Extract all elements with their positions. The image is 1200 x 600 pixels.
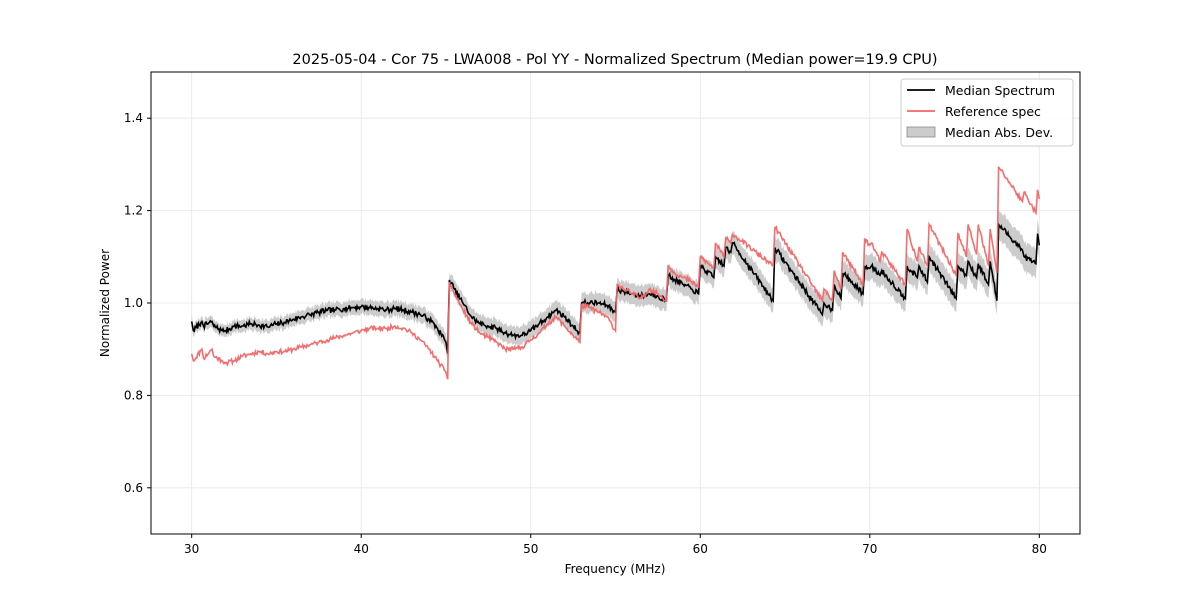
x-axis-label: Frequency (MHz) — [565, 562, 666, 576]
series-band-median-abs-dev — [191, 210, 1040, 363]
y-tick-label: 1.2 — [124, 204, 143, 218]
x-tick-label: 80 — [1032, 542, 1047, 556]
y-tick-label: 1.0 — [124, 296, 143, 310]
y-tick-label: 1.4 — [124, 111, 143, 125]
series-line-median-spectrum — [190, 221, 1041, 354]
x-tick-label: 70 — [862, 542, 877, 556]
legend-box — [900, 78, 1074, 147]
y-tick-label: 0.6 — [124, 481, 143, 495]
x-tick-label: 60 — [693, 542, 708, 556]
y-axis-label: Normalized Power — [98, 249, 112, 357]
y-tick-label: 0.8 — [124, 388, 143, 402]
legend-label-median-abs-dev: Median Abs. Dev. — [945, 125, 1053, 140]
legend-label-reference-spec: Reference spec — [945, 104, 1041, 119]
legend-swatch-median-abs-dev — [906, 126, 936, 138]
chart-title: 2025-05-04 - Cor 75 - LWA008 - Pol YY - … — [292, 52, 937, 68]
x-tick-label: 50 — [523, 542, 538, 556]
legend: Median Spectrum Reference spec Median Ab… — [900, 78, 1074, 147]
legend-label-median-spectrum: Median Spectrum — [945, 83, 1055, 98]
series-line-reference-spec — [190, 166, 1041, 380]
x-tick-label: 40 — [354, 542, 369, 556]
y-axis-ticks: 0.6 0.8 1.0 1.2 1.4 — [124, 111, 151, 495]
x-axis-ticks: 30 40 50 60 70 80 — [184, 534, 1047, 556]
x-tick-label: 30 — [184, 542, 199, 556]
